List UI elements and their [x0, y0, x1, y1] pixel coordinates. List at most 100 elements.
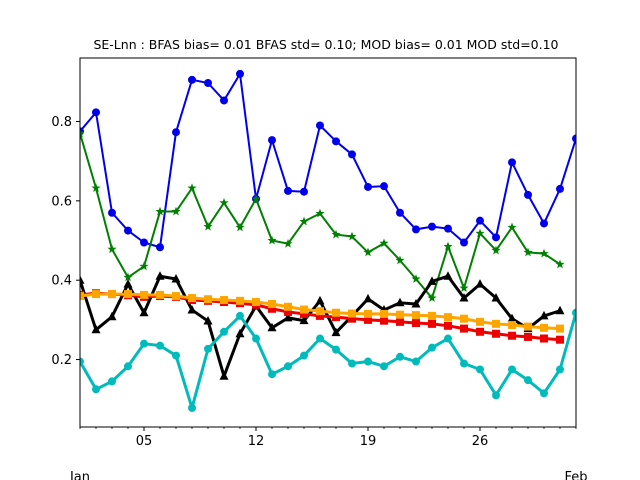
series-0-point: [540, 219, 548, 228]
series-3-point: [476, 327, 484, 336]
series-4-point: [220, 296, 228, 305]
series-4-point: [540, 323, 548, 332]
series-0-point: [476, 216, 484, 225]
series-0-point: [460, 238, 468, 247]
series-0-point: [268, 136, 276, 145]
series-4-point: [460, 314, 468, 323]
series-5-point: [380, 362, 388, 371]
series-0-point: [172, 128, 180, 137]
series-0-point: [124, 226, 132, 235]
series-2-point: [155, 271, 165, 280]
series-2-point: [80, 275, 85, 284]
x-tick-label: 19: [360, 434, 377, 449]
series-5-point: [412, 357, 420, 366]
series-1-point: [139, 261, 149, 271]
series-4-point: [380, 309, 388, 318]
series-5-point: [316, 334, 324, 343]
series-5-point: [492, 391, 500, 400]
series-4-point: [428, 311, 436, 320]
series-0-point: [572, 134, 576, 143]
series-3-point: [540, 334, 548, 343]
series-5-point: [220, 327, 228, 336]
series-0-point: [556, 184, 564, 193]
series-2-point: [91, 324, 101, 334]
series-0-point: [332, 137, 340, 146]
series-4-point: [348, 309, 356, 318]
series-2-point: [267, 322, 277, 332]
series-2-point: [555, 305, 565, 315]
series-5-point: [540, 389, 548, 398]
series-1-point: [251, 194, 261, 203]
series-0-point: [284, 186, 292, 195]
series-1-point: [155, 206, 165, 216]
series-5-point: [172, 351, 180, 360]
y-tick-label: 0.8: [51, 115, 72, 130]
series-5-point: [284, 362, 292, 371]
series-0-point: [396, 208, 404, 217]
series-group: [80, 69, 576, 412]
series-4-point: [80, 292, 84, 301]
series-4-point: [508, 321, 516, 330]
series-5-point: [364, 357, 372, 366]
series-1-point: [331, 229, 341, 239]
series-4-point: [284, 302, 292, 311]
series-1-point: [91, 183, 101, 193]
series-1-point: [235, 222, 245, 232]
series-1-point: [283, 238, 293, 248]
series-3-point: [332, 313, 340, 322]
series-2-point: [187, 304, 197, 314]
series-0-point: [188, 75, 196, 84]
series-0-point: [156, 243, 164, 252]
series-3-point: [508, 331, 516, 340]
series-2-point: [219, 371, 229, 380]
series-2-point: [475, 279, 485, 288]
series-4-point: [252, 298, 260, 307]
series-5-point: [108, 377, 116, 386]
series-0-point: [300, 187, 308, 196]
series-2-point: [315, 295, 325, 305]
series-4-point: [204, 295, 212, 304]
series-4-point: [156, 290, 164, 299]
series-2-point: [299, 315, 309, 325]
series-4-point: [396, 310, 404, 319]
series-3-point: [492, 329, 500, 338]
series-2-point: [171, 274, 181, 283]
series-5-point: [268, 370, 276, 379]
series-5-point: [428, 343, 436, 352]
y-tick-label: 0.6: [51, 194, 72, 209]
series-2-point: [443, 271, 453, 280]
series-1-point: [411, 274, 421, 283]
series-0-point: [92, 108, 100, 117]
series-1-point: [379, 238, 389, 248]
plot-frame: [79, 57, 577, 428]
series-1-point: [203, 221, 213, 231]
series-0-point: [236, 69, 244, 78]
series-0-point: [444, 224, 452, 233]
series-2-point: [203, 316, 213, 325]
series-2-point: [427, 276, 437, 285]
series-5-point: [124, 362, 132, 371]
series-2-point: [123, 279, 133, 288]
series-3-point: [444, 321, 452, 330]
series-0-point: [364, 182, 372, 191]
series-5-point: [300, 351, 308, 360]
series-1-point: [299, 216, 309, 226]
series-4-point: [268, 300, 276, 308]
series-0-point: [140, 238, 148, 247]
series-3-point: [268, 304, 276, 313]
series-5-point: [188, 403, 196, 412]
series-0-point: [380, 182, 388, 191]
series-2-point: [411, 299, 421, 308]
series-5-point: [572, 308, 576, 317]
series-5-point: [140, 339, 148, 348]
series-0-point: [428, 222, 436, 231]
series-0-point: [316, 121, 324, 130]
series-5-point: [348, 359, 356, 368]
series-3-point: [364, 315, 372, 324]
series-3-point: [316, 311, 324, 320]
series-4-point: [332, 308, 340, 317]
series-3-point: [428, 319, 436, 328]
series-1-point: [491, 245, 501, 255]
series-2-point: [283, 312, 293, 322]
